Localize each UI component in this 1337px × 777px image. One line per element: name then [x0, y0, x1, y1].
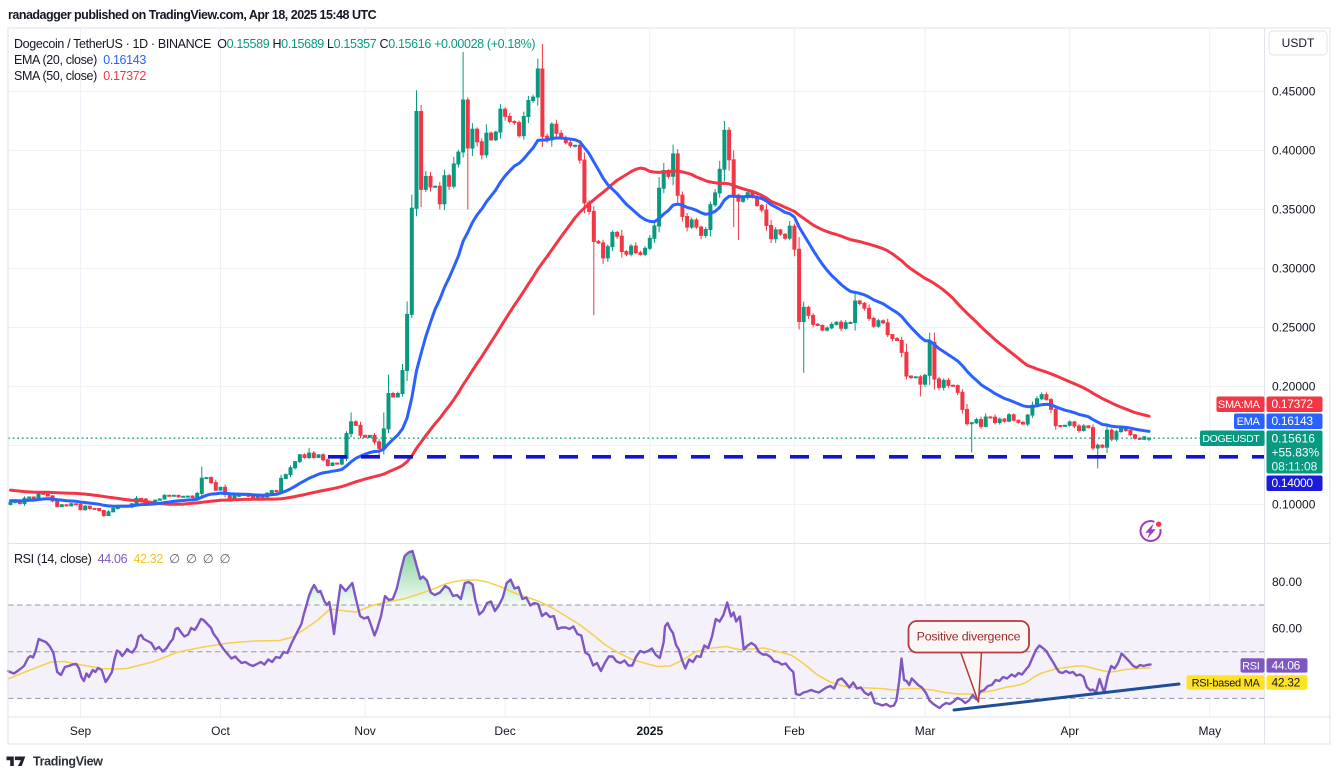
svg-text:42.32: 42.32: [1272, 676, 1301, 690]
svg-text:+55.83%: +55.83%: [1272, 446, 1320, 460]
svg-text:0.40000: 0.40000: [1272, 143, 1316, 157]
svg-text:Feb: Feb: [784, 724, 805, 738]
svg-text:0.16143: 0.16143: [1272, 414, 1314, 428]
svg-text:0.15616: 0.15616: [1272, 432, 1316, 446]
svg-text:TradingView: TradingView: [33, 755, 103, 769]
svg-text:Dec: Dec: [494, 724, 515, 738]
svg-text:Positive divergence: Positive divergence: [917, 630, 1021, 644]
svg-text:0.30000: 0.30000: [1272, 261, 1316, 275]
svg-text:80.00: 80.00: [1272, 575, 1302, 589]
svg-text:Apr: Apr: [1060, 724, 1079, 738]
svg-text:2025: 2025: [636, 724, 663, 738]
svg-text:0.35000: 0.35000: [1272, 202, 1316, 216]
svg-text:DOGEUSDT: DOGEUSDT: [1202, 433, 1260, 445]
svg-text:44.06: 44.06: [1272, 658, 1301, 672]
svg-text:0.45000: 0.45000: [1272, 84, 1316, 98]
svg-text:Oct: Oct: [211, 724, 230, 738]
svg-text:RSI: RSI: [1242, 660, 1260, 672]
svg-text:60.00: 60.00: [1272, 622, 1302, 636]
svg-text:EMA: EMA: [1237, 416, 1261, 428]
svg-text:0.25000: 0.25000: [1272, 320, 1316, 334]
svg-text:0.17372: 0.17372: [1272, 397, 1314, 411]
svg-text:USDT: USDT: [1282, 36, 1315, 50]
svg-text:Sep: Sep: [70, 724, 92, 738]
svg-text:Nov: Nov: [354, 724, 375, 738]
svg-text:0.14000: 0.14000: [1272, 476, 1314, 490]
svg-text:08:11:08: 08:11:08: [1272, 460, 1318, 474]
svg-text:Mar: Mar: [915, 724, 936, 738]
svg-text:SMA:MA: SMA:MA: [1218, 399, 1261, 411]
svg-text:0.10000: 0.10000: [1272, 497, 1316, 511]
svg-text:May: May: [1198, 724, 1221, 738]
svg-text:RSI-based MA: RSI-based MA: [1192, 678, 1261, 690]
svg-text:0.20000: 0.20000: [1272, 379, 1316, 393]
